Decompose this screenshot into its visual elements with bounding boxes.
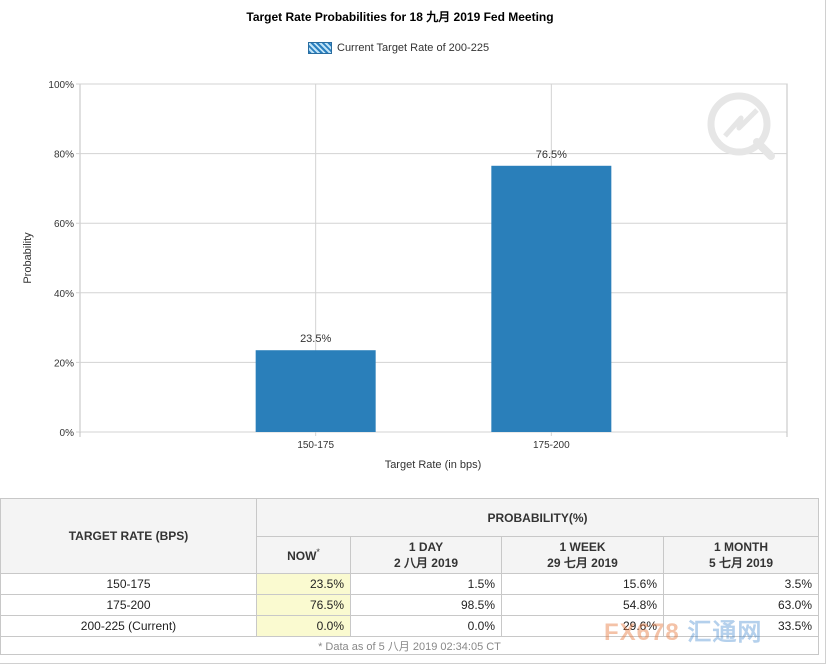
y-tick-label: 40% <box>54 289 74 300</box>
col-1-week: 1 WEEK 29 七月 2019 <box>501 536 664 574</box>
col-now: NOW* <box>256 536 351 574</box>
y-tick-label: 0% <box>60 428 75 439</box>
legend-swatch <box>308 42 332 54</box>
y-tick-label: 100% <box>48 80 74 91</box>
data-label: 23.5% <box>300 333 331 345</box>
chart-legend[interactable]: Current Target Rate of 200-225 <box>308 42 489 54</box>
bar-175-200 <box>491 165 612 432</box>
chart-bars <box>255 165 612 432</box>
y-tick-label: 60% <box>54 219 74 230</box>
data-label: 76.5% <box>536 149 567 161</box>
col-target-rate: TARGET RATE (BPS) <box>0 498 257 574</box>
y-axis-title: Probability <box>22 232 34 284</box>
probability-table: TARGET RATE (BPS) PROBABILITY(%) NOW* 1 … <box>0 498 819 655</box>
chart-grid <box>76 83 788 437</box>
table-row: 175-200 76.5% 98.5% 54.8% 63.0% <box>0 594 819 616</box>
fx678-watermark: FX678 汇通网 <box>604 619 763 646</box>
y-tick-label: 80% <box>54 150 74 161</box>
table-row: 150-175 23.5% 1.5% 15.6% 3.5% <box>0 573 819 595</box>
plot-area <box>79 83 788 433</box>
col-1-month: 1 MONTH 5 七月 2019 <box>663 536 819 574</box>
chart-labels: 0% 20% 40% 60% 80% 100% 150-175 23.5% 175-200 76.… <box>22 80 570 471</box>
bar-150-175 <box>255 350 376 432</box>
x-tick-label: 150-175 <box>297 440 334 451</box>
y-tick-label: 20% <box>54 358 74 369</box>
x-tick-label: 175-200 <box>533 440 570 451</box>
zacks-watermark-icon <box>707 92 775 160</box>
col-probability: PROBABILITY(%) <box>256 498 819 537</box>
chart-title: Target Rate Probabilities for 18 九月 2019… <box>246 10 554 24</box>
table-footnote: * Data as of 5 八月 2019 02:34:05 CT <box>0 636 819 655</box>
col-1-day: 1 DAY 2 八月 2019 <box>350 536 502 574</box>
legend-label: Current Target Rate of 200-225 <box>337 42 490 54</box>
x-axis-title: Target Rate (in bps) <box>385 459 482 471</box>
bar-chart: 0% 20% 40% 60% 80% 100% 150-175 23.5% 175-200 76.… <box>22 80 788 471</box>
